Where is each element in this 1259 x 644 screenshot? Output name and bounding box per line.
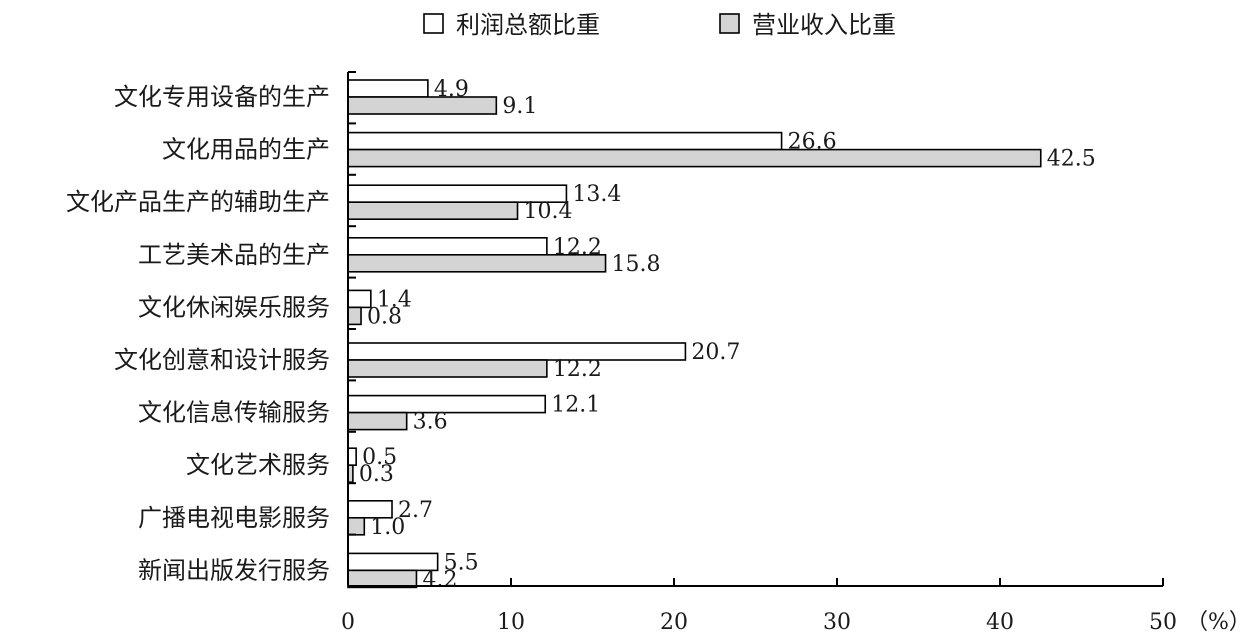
value-label-s1-c8: 1.0 — [370, 515, 405, 540]
value-label-s0-c2: 13.4 — [572, 182, 621, 207]
category-label-0: 文化专用设备的生产 — [114, 83, 330, 111]
legend: 利润总额比重 营业收入比重 — [423, 11, 896, 39]
bar-s0-c1 — [347, 131, 783, 151]
bar-s1-c9 — [347, 569, 418, 589]
bar-s1-c2 — [347, 201, 519, 220]
category-label-3: 工艺美术品的生产 — [138, 241, 330, 269]
x-tick-label-5: 50 — [1149, 610, 1177, 635]
bar-s1-c6 — [347, 411, 408, 431]
x-tick-label-2: 20 — [660, 610, 688, 635]
bars-group: 4.99.126.642.513.410.412.215.81.40.820.7… — [347, 77, 1096, 592]
value-label-s1-c5: 12.2 — [553, 357, 602, 382]
x-tick-label-4: 40 — [986, 610, 1014, 635]
value-label-s0-c9: 5.5 — [444, 550, 479, 575]
x-tick-label-0: 0 — [341, 610, 355, 635]
value-label-s1-c6: 3.6 — [413, 410, 448, 435]
category-label-6: 文化信息传输服务 — [138, 399, 330, 427]
legend-swatch-1 — [719, 13, 740, 34]
bar-s1-c3 — [347, 254, 607, 273]
x-tick-label-3: 30 — [823, 610, 851, 635]
bar-s0-c7 — [347, 447, 357, 467]
bar-s1-c4 — [347, 306, 362, 326]
bar-s0-c0 — [347, 79, 429, 98]
category-label-1: 文化用品的生产 — [162, 136, 330, 164]
value-label-s1-c7: 0.3 — [359, 462, 394, 487]
category-label-2: 文化产品生产的辅助生产 — [66, 188, 330, 216]
value-label-s0-c4: 1.4 — [377, 287, 412, 312]
category-labels: 文化专用设备的生产文化用品的生产文化产品生产的辅助生产工艺美术品的生产文化休闲娱… — [66, 83, 330, 584]
value-label-s1-c0: 9.1 — [502, 94, 537, 119]
value-label-s1-c4: 0.8 — [367, 304, 402, 329]
value-label-s0-c6: 12.1 — [551, 393, 600, 418]
value-label-s1-c3: 15.8 — [612, 252, 661, 277]
value-label-s0-c8: 2.7 — [398, 498, 433, 523]
legend-label-1: 营业收入比重 — [752, 11, 896, 39]
bar-s0-c3 — [347, 237, 548, 256]
x-tick-label-1: 10 — [497, 610, 525, 635]
legend-swatch-0 — [423, 13, 444, 34]
bar-s1-c1 — [347, 148, 1042, 168]
value-label-s0-c7: 0.5 — [362, 445, 397, 470]
category-label-5: 文化创意和设计服务 — [114, 346, 330, 374]
category-label-4: 文化休闲娱乐服务 — [138, 293, 330, 321]
category-label-9: 新闻出版发行服务 — [138, 556, 330, 584]
axes: 0 10 20 30 40 50 — [341, 71, 1177, 635]
legend-label-0: 利润总额比重 — [456, 11, 600, 39]
bar-s1-c5 — [347, 359, 548, 378]
category-label-7: 文化艺术服务 — [186, 451, 330, 479]
category-label-8: 广播电视电影服务 — [138, 504, 330, 532]
value-label-s0-c5: 20.7 — [691, 340, 740, 365]
bar-s1-c8 — [347, 516, 366, 536]
value-label-s1-c2: 10.4 — [524, 199, 573, 224]
value-label-s1-c1: 42.5 — [1047, 147, 1096, 172]
bar-s0-c5 — [347, 342, 687, 361]
x-axis-unit: （%） — [1186, 610, 1251, 635]
value-label-s1-c9: 4.2 — [422, 567, 457, 592]
bar-s1-c0 — [347, 96, 498, 115]
